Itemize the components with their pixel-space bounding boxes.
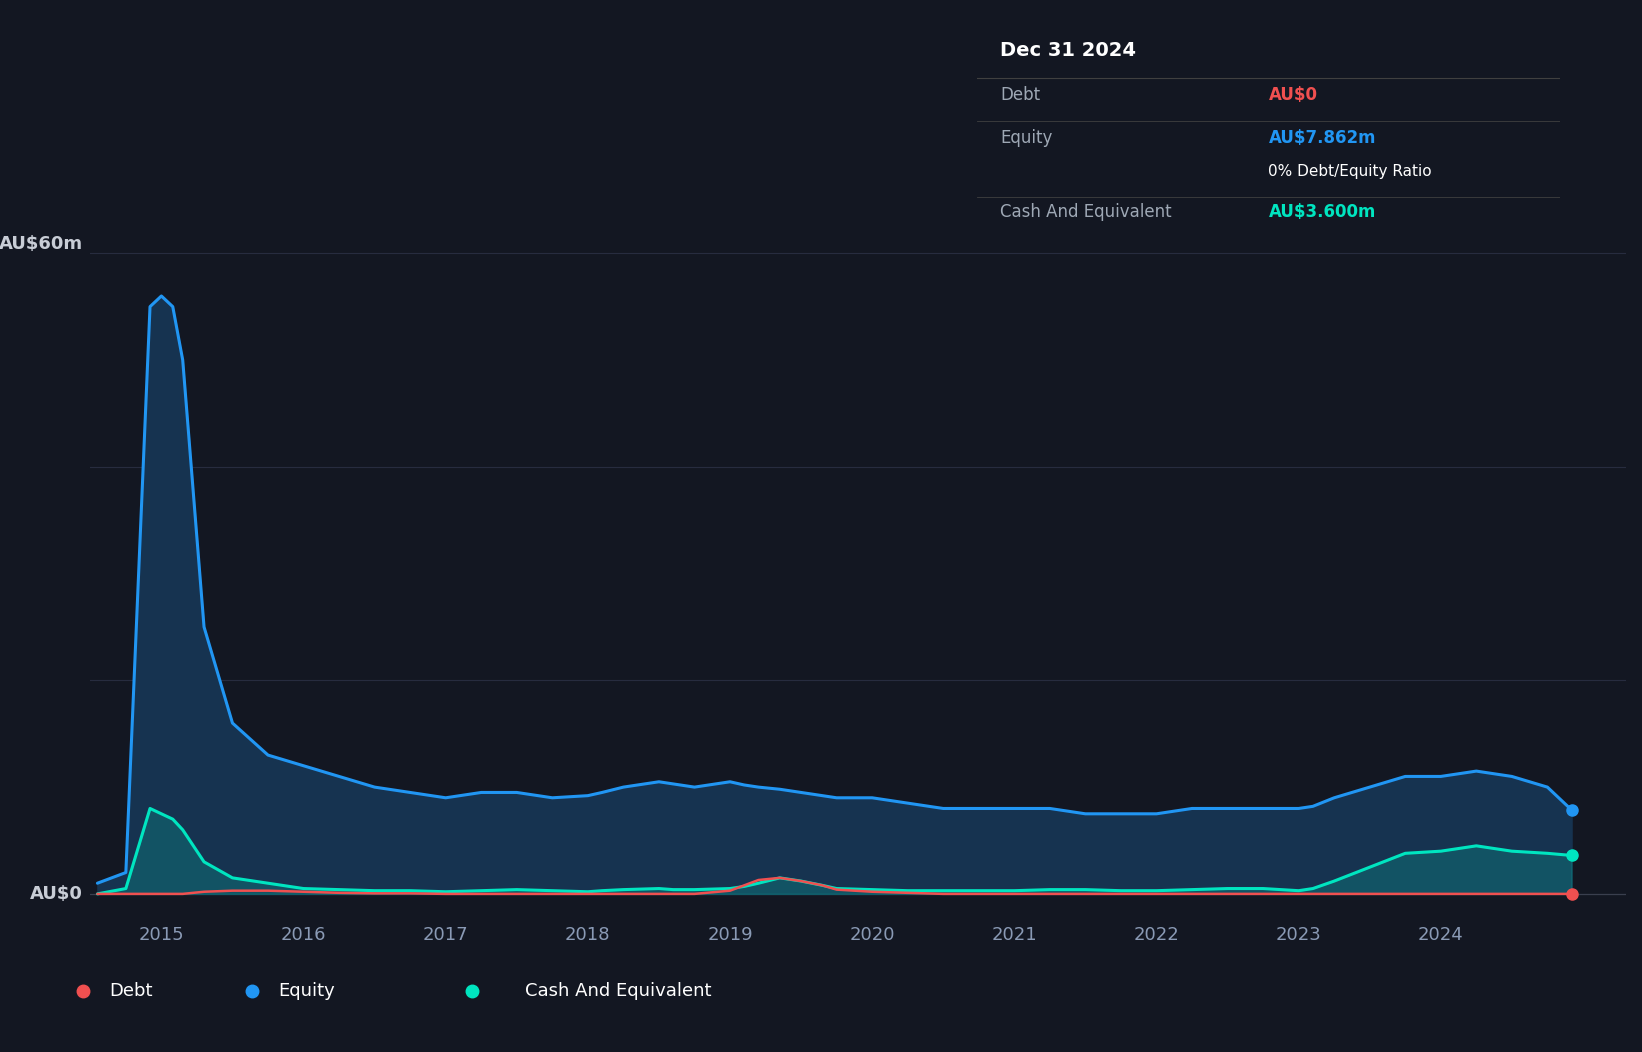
Text: Debt: Debt	[108, 982, 153, 1000]
Text: Debt: Debt	[1000, 86, 1041, 104]
Text: AU$60m: AU$60m	[0, 236, 82, 254]
Text: AU$7.862m: AU$7.862m	[1269, 129, 1376, 147]
Text: AU$0: AU$0	[30, 885, 82, 903]
Text: 0% Debt/Equity Ratio: 0% Debt/Equity Ratio	[1269, 164, 1432, 179]
Text: AU$3.600m: AU$3.600m	[1269, 203, 1376, 221]
Text: Equity: Equity	[279, 982, 335, 1000]
Text: AU$0: AU$0	[1269, 86, 1317, 104]
Text: Equity: Equity	[1000, 129, 1053, 147]
Text: Cash And Equivalent: Cash And Equivalent	[525, 982, 711, 1000]
Text: Cash And Equivalent: Cash And Equivalent	[1000, 203, 1172, 221]
Text: Dec 31 2024: Dec 31 2024	[1000, 41, 1136, 60]
